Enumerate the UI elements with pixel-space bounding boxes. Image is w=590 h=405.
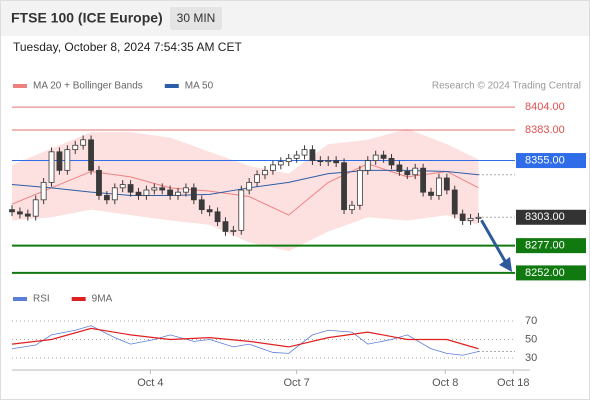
rsi-tick-label: 70: [525, 315, 537, 327]
candle-body: [436, 177, 442, 196]
candle-body: [309, 149, 316, 161]
candle-body: [333, 160, 340, 164]
level-box: [516, 238, 586, 254]
legend-label: 9MA: [92, 294, 113, 305]
level-label: 8404.00: [525, 101, 565, 113]
datetime: Tuesday, October 8, 2024 7:54:35 AM CET: [13, 40, 242, 54]
forecast-arrow: [480, 219, 508, 264]
candle-body: [40, 181, 47, 201]
candle-body: [254, 174, 260, 183]
candle-body: [183, 187, 189, 193]
x-tick-label: Oct 18: [497, 377, 529, 389]
candle-body: [119, 184, 126, 189]
header-title: FTSE 100 (ICE Europe): [11, 10, 163, 26]
candle-body: [277, 161, 284, 166]
candle-body: [198, 199, 205, 211]
candle-body: [301, 149, 308, 156]
candle-body: [32, 199, 39, 217]
candle-body: [293, 154, 300, 159]
candle-body: [48, 151, 55, 183]
candle-body: [380, 154, 387, 159]
last-price-box: [516, 209, 586, 225]
rsi-line: [11, 327, 479, 350]
candle-body: [24, 213, 31, 217]
source: Research © 2024 Trading Central: [432, 81, 581, 92]
candle-body: [317, 160, 324, 163]
candle-body: [222, 221, 229, 232]
candle-body: [428, 191, 434, 196]
candle-body: [175, 191, 181, 196]
candle-body: [230, 229, 237, 232]
legend-label: MA 50: [185, 81, 214, 92]
interval: 30 MIN: [177, 11, 216, 25]
candle-body: [467, 217, 474, 221]
candle-body: [159, 187, 166, 191]
candle-body: [412, 167, 419, 176]
level-label: 8252.00: [525, 267, 565, 279]
candle-body: [111, 187, 118, 201]
candle-body: [64, 149, 71, 171]
candle-body: [96, 169, 102, 196]
level-box: [516, 265, 586, 281]
candle-body: [56, 151, 63, 171]
candle-body: [459, 213, 466, 221]
candle-body: [80, 139, 87, 146]
candle-body: [206, 209, 213, 213]
x-tick-label: Oct 4: [137, 377, 163, 389]
bollinger-band: [12, 128, 479, 252]
candle-body: [143, 189, 150, 196]
candle-body: [325, 160, 332, 163]
x-tick-label: Oct 7: [283, 377, 309, 389]
forecast-arrowhead: [499, 256, 512, 272]
candle-body: [135, 191, 142, 196]
candle-body: [246, 181, 253, 191]
candle-body: [167, 189, 174, 196]
candle-body: [404, 171, 411, 176]
x-tick-label: Oct 8: [432, 377, 458, 389]
level-label: 8355.00: [525, 154, 565, 166]
rsi-tick-label: 30: [525, 352, 537, 364]
candle-body: [262, 169, 268, 176]
candle-body: [214, 211, 221, 223]
interval-box: [170, 7, 222, 30]
candle-body: [388, 157, 395, 166]
candle-body: [238, 189, 245, 231]
candle-body: [443, 177, 450, 191]
candle-body: [151, 187, 158, 191]
candle-body: [372, 154, 379, 161]
rsi-tick-label: 50: [525, 333, 537, 345]
candle-body: [17, 211, 23, 215]
candle-body: [88, 139, 94, 171]
candle-body: [270, 164, 276, 171]
candle-body: [103, 195, 110, 201]
rsi-line: [11, 325, 479, 356]
header-band: [1, 1, 589, 36]
candle-body: [190, 187, 197, 201]
candle-body: [72, 144, 79, 151]
level-label: 8383.00: [525, 124, 565, 136]
candle-body: [420, 167, 427, 193]
candle-body: [364, 160, 371, 171]
legend-label: RSI: [33, 294, 50, 305]
level-label: 8277.00: [525, 240, 565, 252]
candle-body: [9, 209, 15, 213]
legend-label: MA 20 + Bollinger Bands: [33, 81, 143, 92]
candle-body: [396, 164, 403, 172]
candle-body: [341, 162, 347, 211]
last-price-label: 8303.00: [525, 211, 565, 223]
candle-body: [127, 184, 134, 193]
level-box: [516, 153, 586, 169]
candle-body: [285, 157, 292, 163]
candle-body: [356, 169, 363, 206]
candle-body: [451, 189, 458, 215]
candle-body: [349, 204, 355, 211]
